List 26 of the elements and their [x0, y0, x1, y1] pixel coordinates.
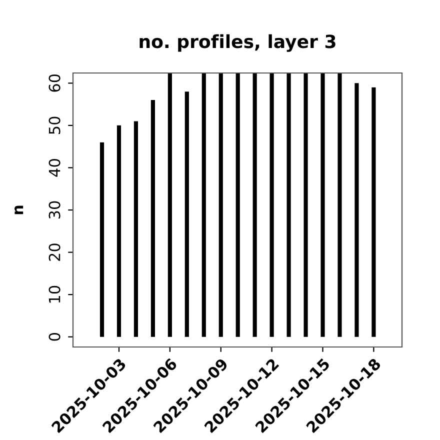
bar — [202, 73, 206, 337]
y-tick-label: 30 — [48, 201, 60, 219]
bar — [150, 100, 155, 337]
y-tick-label: 60 — [48, 74, 60, 92]
bar — [236, 73, 240, 337]
bar — [184, 92, 189, 337]
bar — [252, 73, 257, 337]
bar — [354, 83, 359, 337]
bar — [134, 121, 138, 337]
bar — [304, 73, 308, 337]
y-tick-label: 10 — [48, 286, 60, 303]
bar — [168, 73, 172, 337]
y-axis-title: n — [14, 206, 24, 214]
bar — [218, 73, 223, 337]
y-tick-label: 40 — [48, 159, 60, 177]
bar — [286, 73, 291, 337]
y-tick-label: 50 — [48, 116, 60, 134]
bar — [320, 73, 325, 337]
y-tick-label: 0 — [48, 333, 60, 341]
bar — [338, 73, 342, 337]
bar — [100, 142, 104, 337]
chart-title: no. profiles, layer 3 — [140, 34, 336, 52]
bar — [372, 87, 376, 337]
y-tick-label: 20 — [48, 244, 60, 261]
bar — [270, 73, 274, 337]
bar — [116, 125, 122, 337]
